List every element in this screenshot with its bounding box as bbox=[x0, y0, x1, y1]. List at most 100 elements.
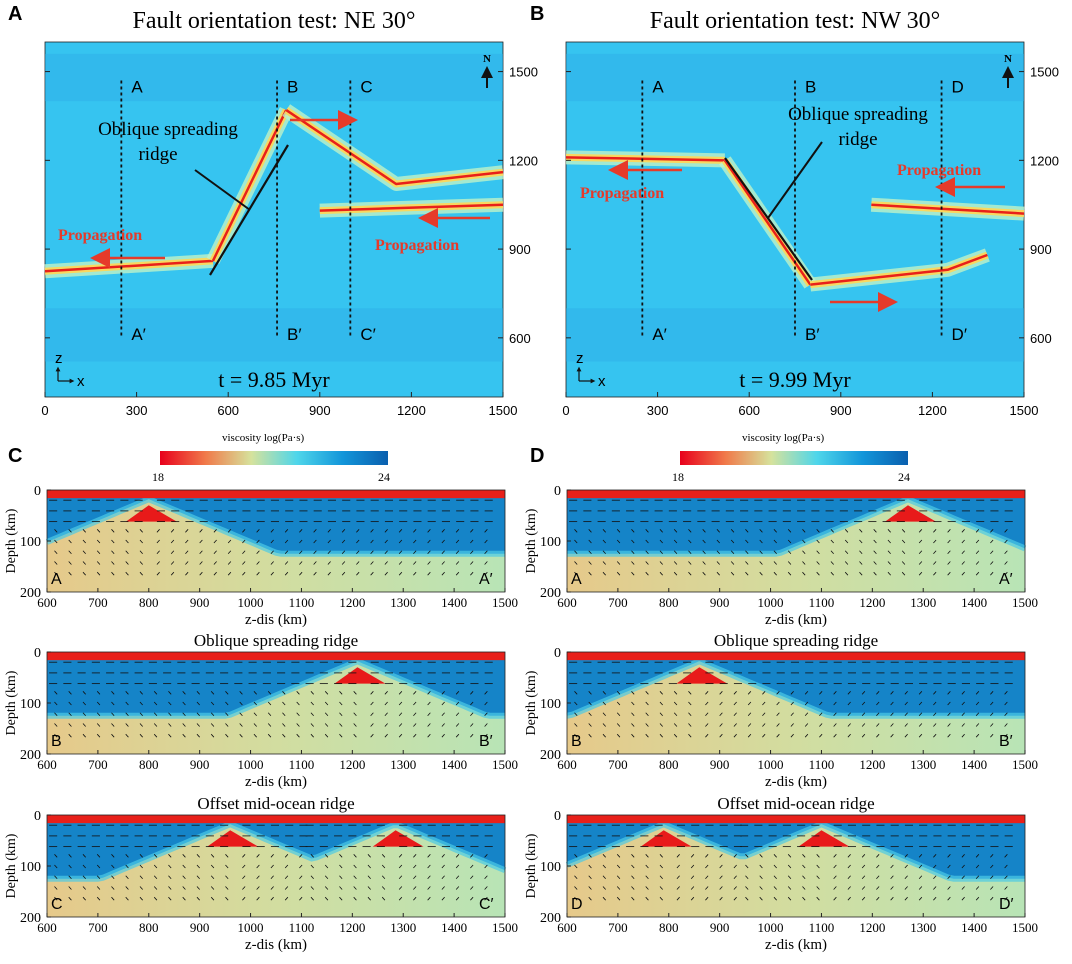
flow-vector bbox=[873, 539, 877, 544]
flow-vector bbox=[802, 539, 806, 544]
flow-vector bbox=[398, 561, 403, 565]
flow-vector bbox=[961, 561, 965, 565]
flow-vector bbox=[1004, 571, 1008, 576]
x-tick-label: 600 bbox=[37, 757, 57, 772]
flow-vector bbox=[270, 539, 274, 544]
flow-vector bbox=[327, 539, 331, 544]
flow-vector bbox=[759, 550, 763, 555]
flow-vector bbox=[367, 854, 371, 858]
flow-vector bbox=[367, 875, 371, 880]
flow-vector bbox=[427, 529, 431, 533]
flow-vector bbox=[990, 561, 994, 565]
flow-vector bbox=[470, 864, 474, 869]
flow-vector bbox=[645, 539, 649, 544]
flow-vector bbox=[602, 561, 606, 565]
flow-vector bbox=[139, 886, 143, 890]
flow-vector bbox=[427, 539, 431, 544]
flow-vector bbox=[470, 539, 474, 544]
flow-vector bbox=[673, 723, 678, 727]
flow-vector bbox=[398, 723, 403, 727]
flow-vector bbox=[256, 539, 260, 544]
y-tick-label: 200 bbox=[20, 586, 41, 601]
colorbar-label: viscosity log(Pa·s) bbox=[222, 432, 305, 444]
flow-vector bbox=[242, 571, 246, 576]
flow-vector bbox=[168, 723, 172, 727]
flow-vector bbox=[310, 712, 314, 717]
profile-label-top: A bbox=[652, 77, 664, 96]
flow-vector bbox=[844, 571, 849, 576]
map-deep-band bbox=[45, 53, 503, 102]
flow-vector bbox=[239, 733, 243, 738]
flow-vector bbox=[733, 712, 737, 717]
flow-vector bbox=[270, 886, 274, 890]
flow-vector bbox=[341, 561, 346, 565]
flow-vector bbox=[270, 561, 274, 565]
flow-vector bbox=[990, 854, 994, 858]
flow-vector bbox=[282, 712, 286, 717]
lithosphere bbox=[47, 652, 505, 716]
x-tick-label: 800 bbox=[139, 920, 159, 935]
flow-vector bbox=[484, 875, 488, 880]
flow-vector bbox=[833, 875, 837, 880]
flow-vector bbox=[225, 896, 229, 901]
flow-vector bbox=[588, 529, 592, 533]
section-label-right: D′ bbox=[999, 896, 1014, 913]
ridge-axis bbox=[565, 156, 725, 162]
flow-vector bbox=[773, 561, 777, 565]
flow-vector bbox=[413, 691, 417, 695]
flow-vector bbox=[156, 529, 160, 533]
flow-vector bbox=[125, 733, 129, 738]
flow-vector bbox=[990, 550, 994, 555]
flow-vector bbox=[96, 886, 101, 890]
x-tick-label: 700 bbox=[608, 595, 628, 610]
flow-vector bbox=[918, 539, 923, 544]
flow-vector bbox=[659, 712, 663, 717]
flow-vector bbox=[676, 875, 680, 880]
x-tick-label: 1000 bbox=[758, 920, 784, 935]
flow-vector bbox=[310, 896, 314, 901]
flow-vector bbox=[484, 571, 488, 576]
x-tick-label: 1200 bbox=[859, 757, 885, 772]
flow-vector bbox=[802, 886, 806, 890]
flow-vector bbox=[470, 886, 474, 890]
flow-vector bbox=[299, 571, 303, 576]
x-tick-label: 1500 bbox=[489, 403, 518, 418]
flow-vector bbox=[947, 733, 951, 738]
flow-vector bbox=[267, 733, 272, 738]
flow-vector bbox=[210, 701, 215, 706]
flow-vector bbox=[96, 854, 101, 858]
flow-vector bbox=[574, 886, 578, 890]
flow-vector bbox=[398, 875, 403, 880]
flow-vector bbox=[676, 896, 680, 901]
flow-vector bbox=[602, 733, 606, 738]
flow-vector bbox=[168, 854, 172, 858]
x-tick-label: 1400 bbox=[961, 920, 987, 935]
profile-label-top: B bbox=[805, 77, 816, 96]
crust-layer bbox=[567, 815, 1025, 824]
x-tick-label: 1200 bbox=[339, 595, 365, 610]
flow-vector bbox=[111, 864, 115, 869]
flow-vector bbox=[210, 875, 215, 880]
section-label-right: C′ bbox=[479, 896, 494, 913]
flow-vector bbox=[861, 875, 866, 880]
flow-vector bbox=[631, 550, 635, 555]
flow-vector bbox=[688, 561, 692, 565]
flow-vector bbox=[616, 691, 621, 695]
pointer-line bbox=[194, 169, 251, 211]
flow-vector bbox=[990, 886, 994, 890]
flow-vector bbox=[616, 733, 621, 738]
flow-vector bbox=[82, 733, 86, 738]
section-subtitle: Offset mid-ocean ridge bbox=[717, 794, 874, 813]
flow-vector bbox=[847, 691, 851, 695]
flow-vector bbox=[762, 701, 766, 706]
flow-vector bbox=[688, 539, 692, 544]
flow-vector bbox=[975, 529, 980, 533]
flow-vector bbox=[975, 886, 980, 890]
flow-vector bbox=[1004, 896, 1008, 901]
flow-vector bbox=[918, 723, 923, 727]
flow-vector bbox=[759, 896, 763, 901]
flow-vector bbox=[673, 701, 678, 706]
flow-vector bbox=[631, 529, 635, 533]
y-tick-label: 0 bbox=[34, 809, 41, 824]
flow-vector bbox=[384, 733, 388, 738]
